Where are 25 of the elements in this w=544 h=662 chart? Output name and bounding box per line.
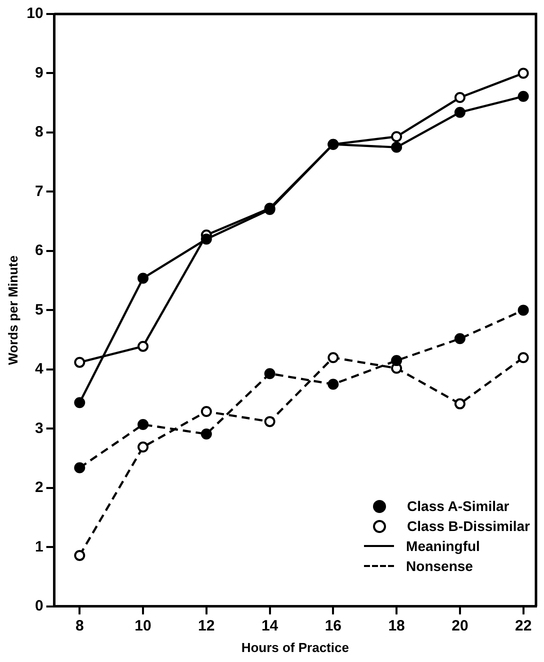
y-tick-label: 3 — [34, 420, 44, 437]
y-tick-label: 0 — [34, 598, 44, 615]
annotation: Class A-Similar — [407, 498, 510, 514]
y-tick-label: 2 — [34, 479, 44, 496]
annotation: Nonsense — [406, 558, 473, 574]
y-tick-label: 4 — [34, 360, 44, 378]
y-axis-title: Words per Minute — [5, 255, 20, 365]
x-tick-label: 8 — [75, 618, 84, 635]
y-tick-label: 5 — [34, 301, 44, 318]
y-tick-label: 10 — [26, 5, 44, 22]
x-tick-label: 12 — [198, 618, 215, 635]
annotation: Meaningful — [406, 538, 480, 554]
y-tick-label: 8 — [34, 124, 44, 141]
x-tick-label: 14 — [261, 618, 279, 635]
y-tick-label: 7 — [34, 182, 44, 200]
y-tick-label: 1 — [34, 538, 44, 556]
y-tick-label: 9 — [34, 64, 44, 82]
x-tick-label: 20 — [452, 618, 468, 635]
x-tick-label: 10 — [134, 618, 152, 635]
x-tick-label: 22 — [514, 618, 532, 635]
x-axis-title: Hours of Practice — [241, 640, 349, 655]
x-tick-label: 18 — [388, 618, 405, 635]
x-tick-label: 16 — [324, 618, 342, 635]
annotation: Class B-Dissimilar — [407, 518, 530, 534]
y-tick-label: 6 — [34, 242, 44, 260]
